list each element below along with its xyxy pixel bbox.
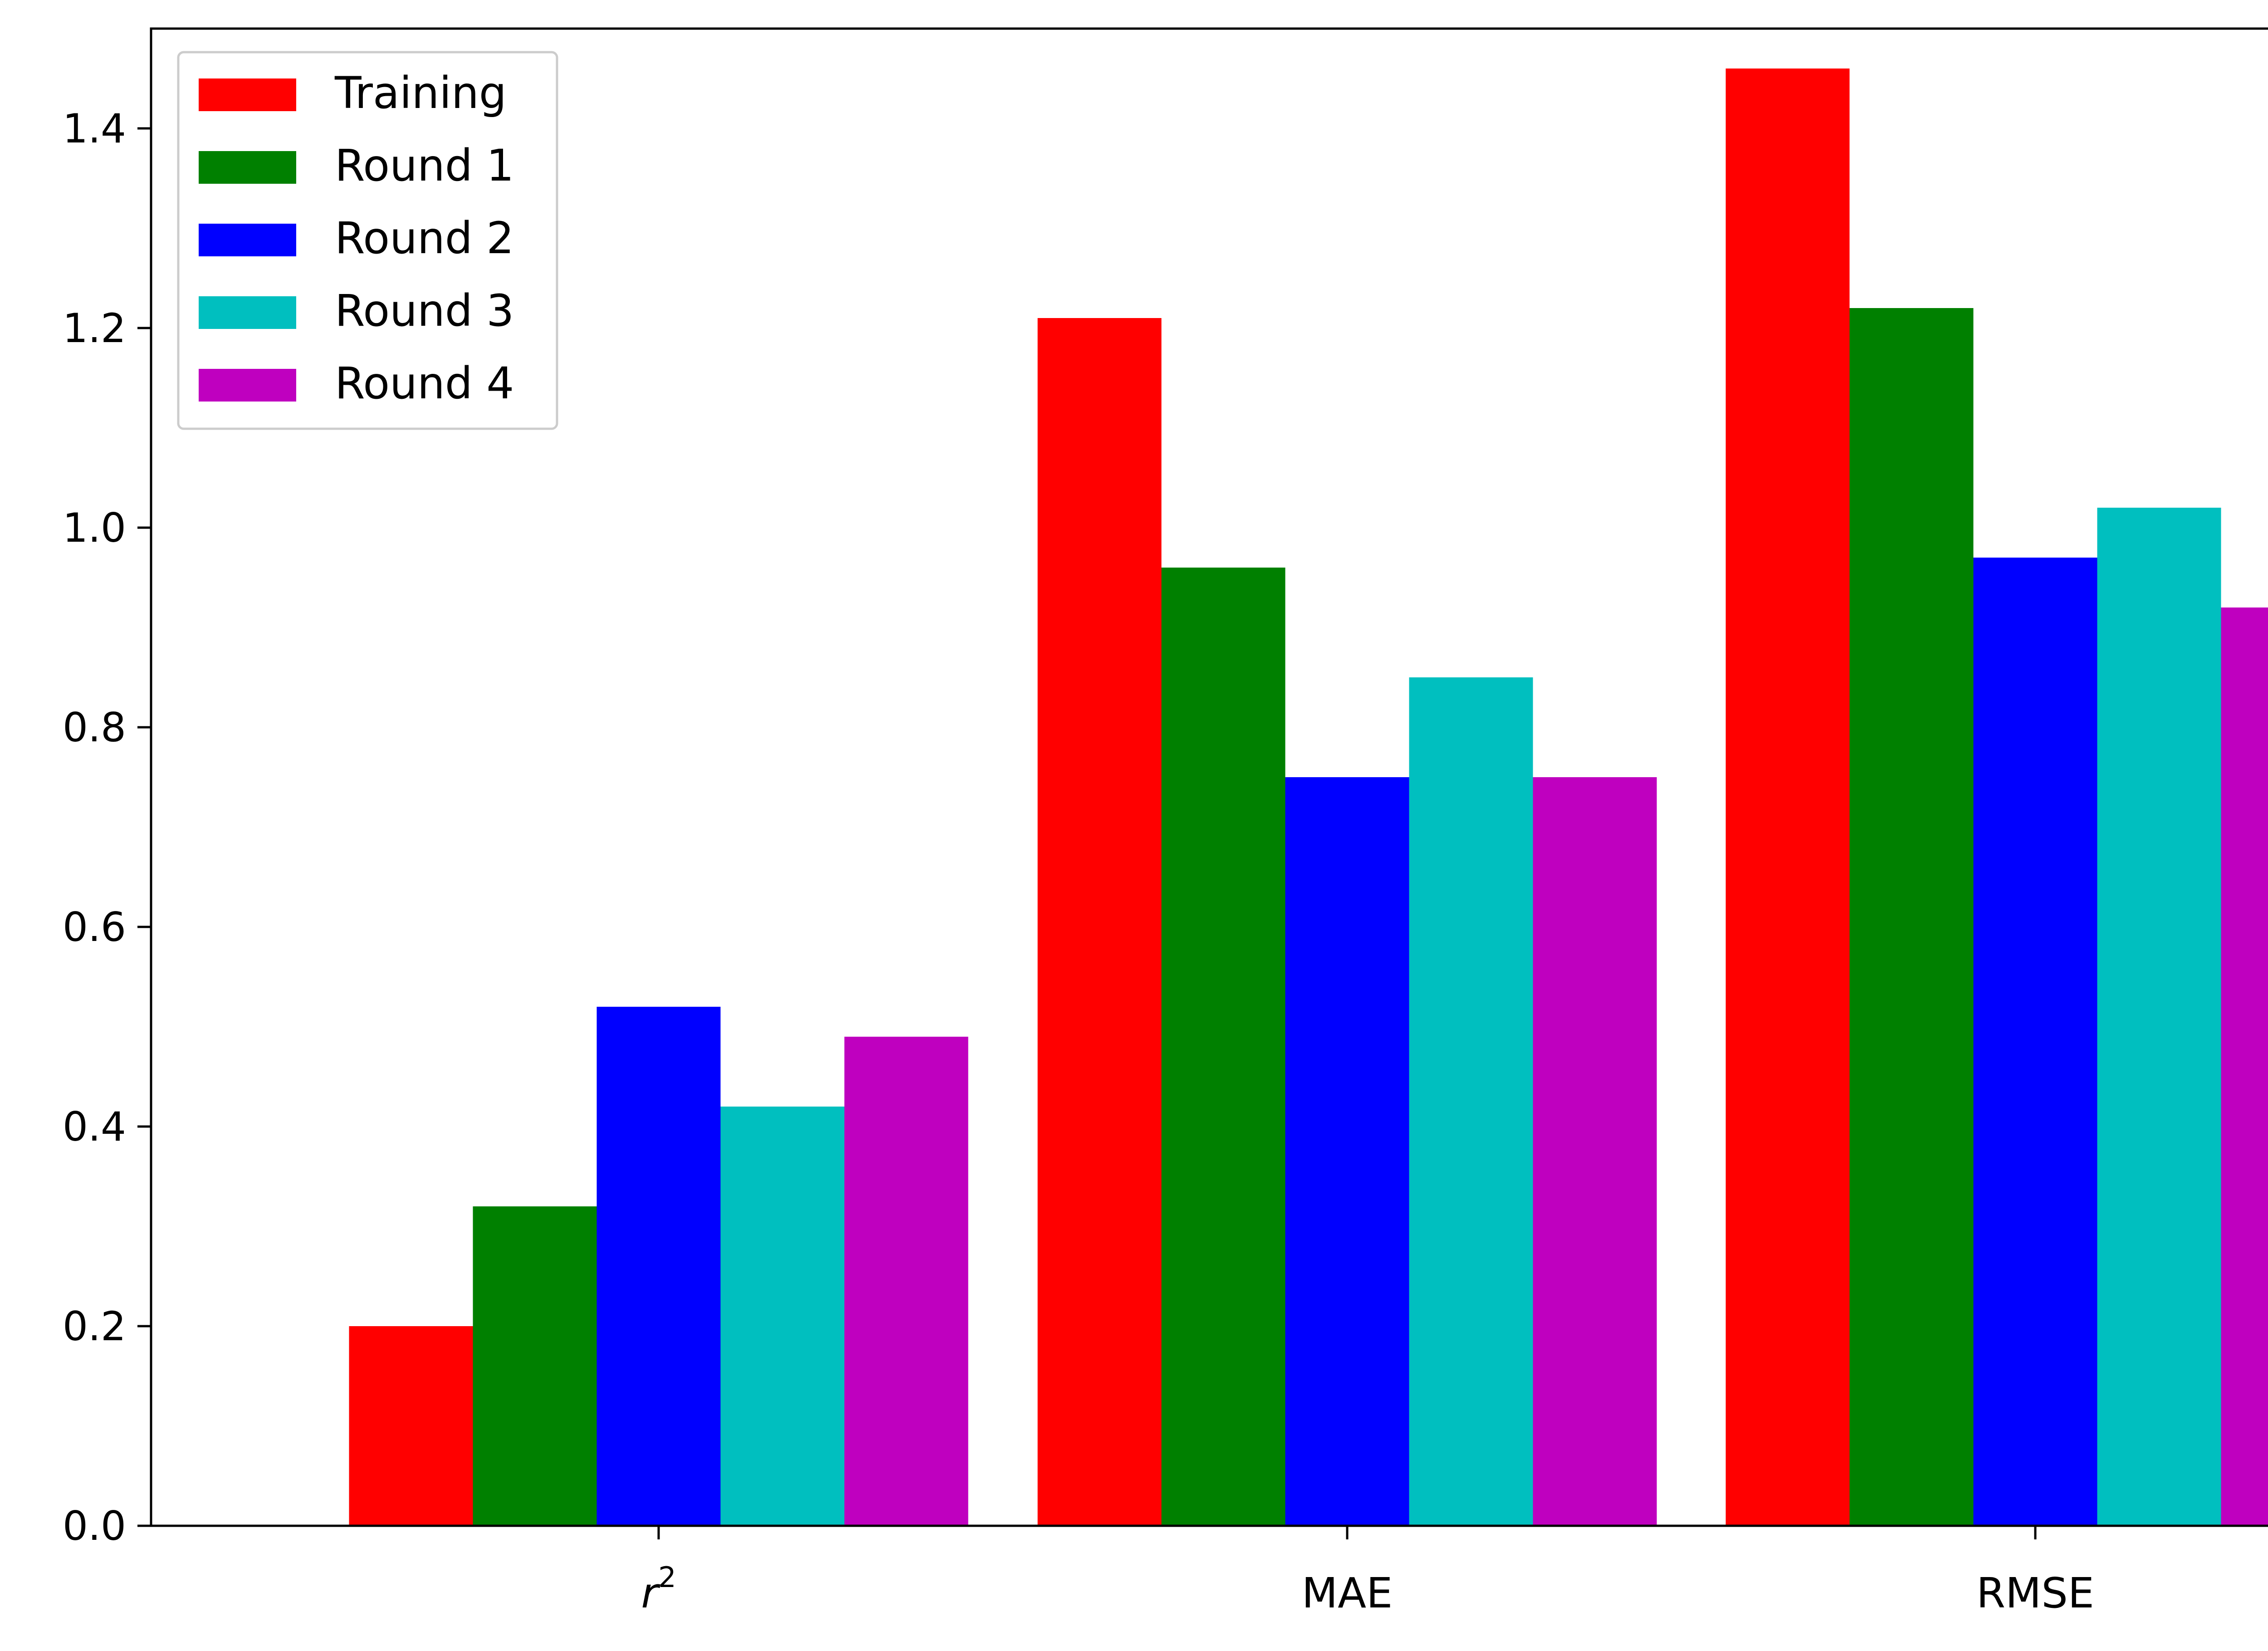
y-tick-label: 0.2 xyxy=(63,1303,126,1350)
bar-round-2-mae xyxy=(1286,777,1409,1526)
y-tick-label: 0.0 xyxy=(63,1503,126,1549)
y-tick-label: 1.2 xyxy=(63,305,126,352)
bar-round-4-mae xyxy=(1533,777,1657,1526)
legend: Training Round 1 Round 2 Round 3 Round 4 xyxy=(178,52,557,429)
y-tick-label: 0.4 xyxy=(63,1103,126,1150)
y-tick-label: 1.4 xyxy=(63,105,126,152)
legend-label: Training xyxy=(334,68,507,118)
x-tick-label: MAE xyxy=(1302,1569,1393,1617)
bar-round-2-r xyxy=(597,1007,721,1526)
y-tick-label: 0.8 xyxy=(63,704,126,751)
bar-round-4-r xyxy=(845,1037,968,1526)
legend-label: Round 1 xyxy=(335,140,514,191)
bar-round-3-rmse xyxy=(2097,508,2221,1526)
legend-swatch xyxy=(199,78,296,111)
legend-swatch xyxy=(199,151,296,184)
x-tick-label: RMSE xyxy=(1976,1569,2094,1617)
bar-round-1-r xyxy=(473,1206,597,1526)
y-tick-label: 1.0 xyxy=(63,505,126,551)
legend-label: Round 3 xyxy=(335,285,514,336)
legend-swatch xyxy=(199,369,296,402)
legend-label: Round 2 xyxy=(335,213,514,264)
bar-round-3-r xyxy=(721,1107,845,1526)
bar-training-r xyxy=(349,1326,473,1526)
bar-training-rmse xyxy=(1726,69,1850,1526)
bar-round-1-mae xyxy=(1162,568,1286,1526)
bar-round-4-rmse xyxy=(2221,607,2268,1526)
legend-swatch xyxy=(199,224,296,256)
bar-round-2-rmse xyxy=(1974,558,2097,1526)
y-tick-label: 0.6 xyxy=(63,904,126,950)
bar-training-mae xyxy=(1038,318,1162,1526)
legend-label: Round 4 xyxy=(335,358,514,409)
legend-swatch xyxy=(199,296,296,329)
bar-round-1-rmse xyxy=(1850,308,1974,1526)
bar-round-3-mae xyxy=(1409,677,1533,1526)
